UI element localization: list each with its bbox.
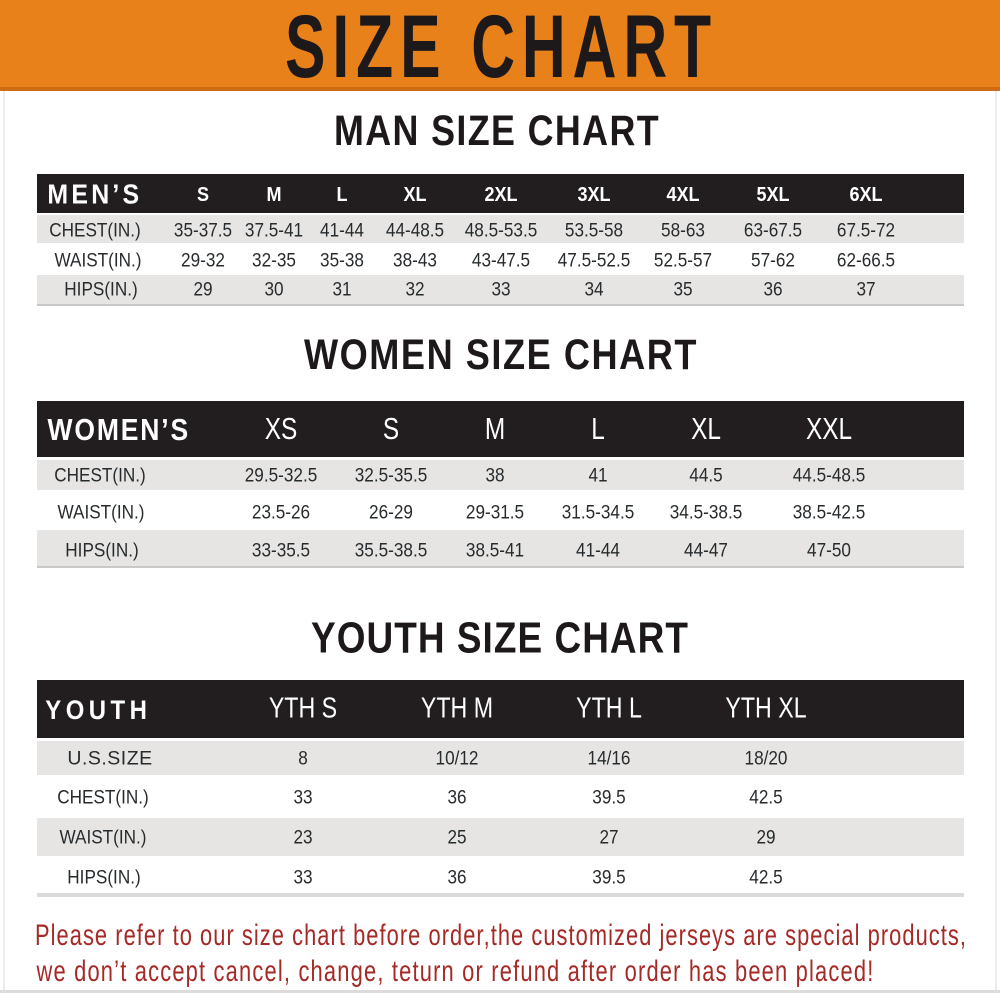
svg-text:MAN SIZE CHART: MAN SIZE CHART [334,107,660,155]
svg-text:Please refer to our size chart: Please refer to our size chart before or… [35,919,967,952]
svg-text:MEN’S: MEN’S [47,177,142,209]
svg-text:we don’t accept cancel, change: we don’t accept cancel, change, teturn o… [36,955,875,988]
svg-text:SIZE CHART: SIZE CHART [285,0,718,96]
svg-text:YOUTH: YOUTH [45,695,151,725]
svg-text:WOMEN’S: WOMEN’S [48,412,191,447]
svg-text:WOMEN SIZE CHART: WOMEN SIZE CHART [304,331,698,379]
svg-text:YOUTH SIZE CHART: YOUTH SIZE CHART [311,613,689,662]
